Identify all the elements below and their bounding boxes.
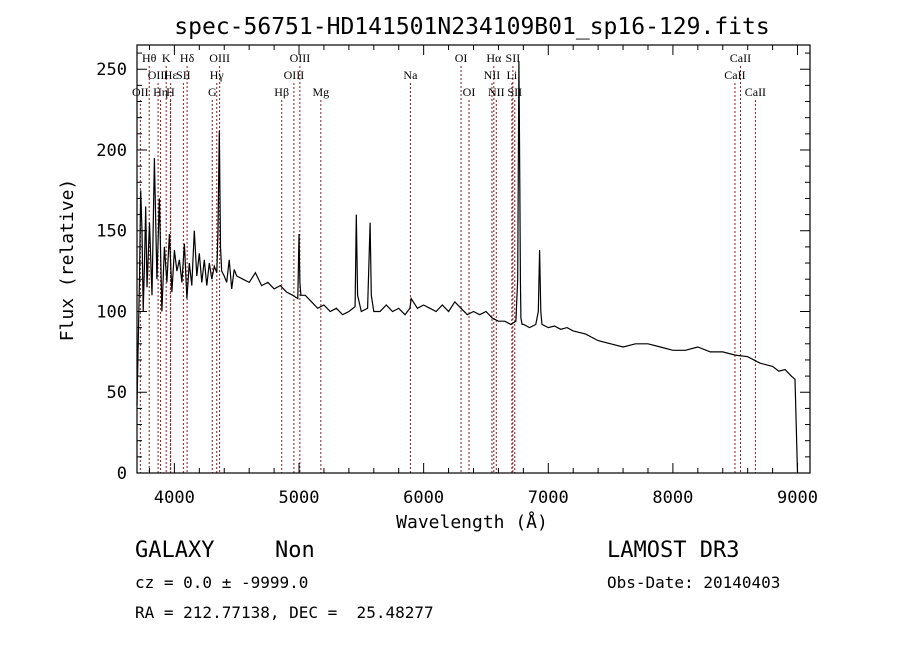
x-axis-label: Wavelength (Å) [396, 511, 548, 533]
line-marker-label: OI [463, 85, 476, 99]
y-tick-label: 100 [96, 302, 127, 322]
line-marker-label: G [208, 85, 217, 99]
line-marker-label: Hβ [274, 85, 289, 99]
line-marker-label: SII [176, 68, 191, 82]
object-class: GALAXY [135, 538, 215, 563]
line-marker-label: SII [506, 51, 521, 65]
line-marker-label: Hδ [180, 51, 195, 65]
line-markers [139, 66, 756, 473]
line-marker-label: Hη [153, 85, 168, 99]
line-marker-label: Li [507, 68, 518, 82]
y-tick-label: 150 [96, 222, 127, 242]
y-tick-label: 50 [107, 383, 127, 403]
line-marker-label: K [162, 51, 171, 65]
x-tick-label: 8000 [652, 488, 693, 508]
line-marker-label: CaII [724, 68, 745, 82]
x-tick-label: 7000 [528, 488, 569, 508]
ra-dec: RA = 212.77138, DEC = 25.48277 [135, 603, 434, 622]
y-axis-ticks: 0 50 100 150 200 250 [96, 52, 810, 484]
line-marker-label: Hγ [210, 68, 225, 82]
x-tick-label: 9000 [777, 488, 818, 508]
x-tick-label: 6000 [403, 488, 444, 508]
line-marker-label: H [166, 85, 175, 99]
line-marker-label: CaII [730, 51, 751, 65]
line-marker-label: OIII [209, 51, 230, 65]
line-marker-label: NII [488, 85, 505, 99]
survey-release: LAMOST DR3 [607, 538, 740, 563]
y-tick-label: 0 [117, 464, 127, 484]
line-marker-label: SII [507, 85, 522, 99]
line-marker-label: OIII [284, 68, 305, 82]
x-axis-ticks: 4000 5000 6000 7000 8000 9000 [148, 45, 818, 508]
object-subclass: Non [275, 538, 315, 563]
x-tick-label: 5000 [279, 488, 320, 508]
line-marker-label: CaII [745, 85, 766, 99]
y-tick-label: 250 [96, 60, 127, 80]
line-marker-label: Na [403, 68, 418, 82]
redshift-cz: cz = 0.0 ± -9999.0 [135, 573, 309, 592]
obs-date: Obs-Date: 20140403 [607, 573, 781, 592]
line-marker-label: Hα [486, 51, 502, 65]
y-tick-label: 200 [96, 141, 127, 161]
plot-frame [136, 44, 811, 474]
line-marker-label: Mg [312, 85, 329, 99]
line-marker-label: OIII [148, 68, 169, 82]
line-marker-label: OI [455, 51, 468, 65]
line-marker-labels: OIIHθOIIIHηHεKHSIIHδGHγOIIIHβOIIIOIIIMgN… [132, 51, 766, 99]
chart-title: spec-56751-HD141501N234109B01_sp16-129.f… [174, 14, 769, 40]
line-marker-label: NII [484, 68, 501, 82]
spectrum-line [136, 61, 799, 474]
y-axis-label: Flux (relative) [57, 179, 78, 342]
line-marker-label: OIII [290, 51, 311, 65]
line-marker-label: Hθ [142, 51, 157, 65]
line-marker-label: OII [132, 85, 149, 99]
line-marker-label: Hε [164, 68, 178, 82]
x-tick-label: 4000 [154, 488, 195, 508]
